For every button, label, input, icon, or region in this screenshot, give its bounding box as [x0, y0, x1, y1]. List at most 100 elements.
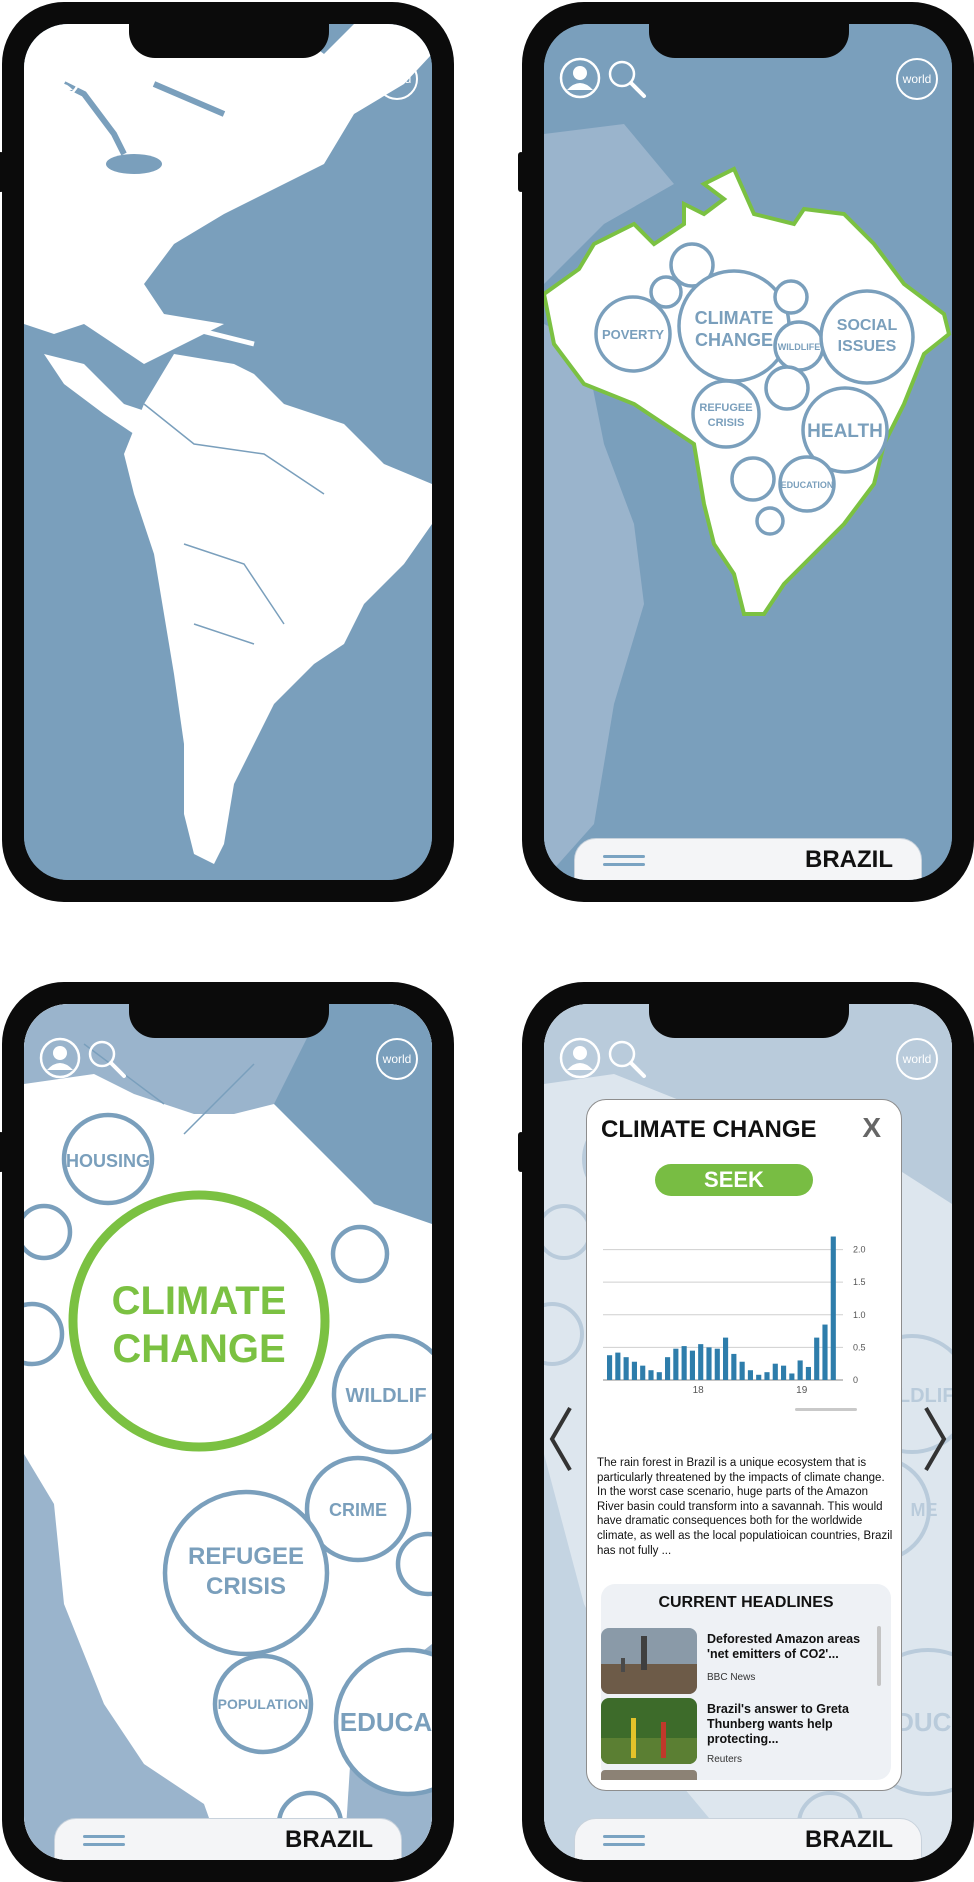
panel-title: CLIMATE CHANGE: [601, 1116, 817, 1143]
chart-bar: [640, 1365, 646, 1380]
topic-crime[interactable]: CRIME: [329, 1500, 387, 1520]
y-tick-label: 1.5: [853, 1277, 866, 1287]
brazil-map[interactable]: POVERTY CLIMATE CHANGE WILDLIFE SOCIAL I…: [544, 24, 952, 880]
notch: [129, 24, 329, 58]
y-tick-label: 2.0: [853, 1245, 866, 1255]
previous-arrow-icon[interactable]: [546, 1404, 576, 1474]
headline-source: Reuters: [707, 1754, 743, 1765]
trend-chart: 0 0.5 1.0 1.5 2.0 18 19: [603, 1236, 866, 1411]
notch: [649, 1004, 849, 1038]
bottom-drawer[interactable]: BRAZIL: [54, 1818, 402, 1860]
next-arrow-icon[interactable]: [920, 1404, 950, 1474]
chart-bar: [789, 1373, 795, 1380]
search-icon[interactable]: [84, 1036, 130, 1082]
chart-bar: [689, 1350, 695, 1380]
headlines-title: CURRENT HEADLINES: [658, 1594, 834, 1611]
topic-climate[interactable]: CLIMATE: [112, 1279, 287, 1323]
headline-title: Deforested Amazon areas 'net emitters of…: [707, 1632, 861, 1661]
chart-bar: [756, 1374, 762, 1380]
world-button[interactable]: world: [896, 58, 938, 100]
topic-wildlife[interactable]: WILDLIFE: [778, 342, 821, 352]
bg-label-crime: ME: [911, 1500, 938, 1520]
topic-crisis[interactable]: CRISIS: [206, 1573, 286, 1600]
topic-poverty[interactable]: POVERTY: [602, 327, 664, 342]
chart-bar: [764, 1372, 770, 1380]
phone-brazil: POVERTY CLIMATE CHANGE WILDLIFE SOCIAL I…: [518, 2, 974, 902]
brazil-map-screen[interactable]: POVERTY CLIMATE CHANGE WILDLIFE SOCIAL I…: [544, 24, 952, 880]
y-tick-label: 0: [853, 1375, 858, 1385]
world-button[interactable]: world: [376, 1038, 418, 1080]
topic-climate[interactable]: CLIMATE: [695, 308, 774, 328]
headline-thumbnail: [601, 1770, 697, 1780]
topic-change[interactable]: CHANGE: [695, 330, 773, 350]
headlines-section: CURRENT HEADLINES Deforested Amazon area…: [601, 1584, 891, 1780]
chart-bar: [797, 1360, 803, 1380]
topic-refugee[interactable]: REFUGEE: [699, 402, 752, 414]
topic-wildlife[interactable]: WILDLIF: [345, 1385, 426, 1407]
description-text: The rain forest in Brazil is a unique ec…: [597, 1457, 893, 1557]
notch: [129, 1004, 329, 1038]
profile-icon[interactable]: [558, 56, 604, 102]
chart-bar: [747, 1370, 753, 1380]
chart-bar: [665, 1357, 671, 1380]
search-icon[interactable]: [604, 56, 650, 102]
topic-issues[interactable]: ISSUES: [838, 338, 897, 355]
notch: [649, 24, 849, 58]
chart-bar: [723, 1337, 729, 1380]
chart-bar: [781, 1365, 787, 1380]
menu-icon[interactable]: [83, 1835, 125, 1851]
profile-icon[interactable]: [38, 1036, 84, 1082]
close-icon[interactable]: X: [862, 1112, 881, 1143]
country-name: BRAZIL: [285, 1826, 373, 1853]
chart-bar: [673, 1348, 679, 1380]
headline-thumbnail: [601, 1698, 697, 1764]
y-tick-label: 0.5: [853, 1342, 866, 1352]
chart-bar: [814, 1337, 820, 1380]
topic-detail-panel: CLIMATE CHANGE X SEEK 0 0.5 1.0 1.5 2.0 18 19…: [586, 1099, 902, 1791]
x-tick-label: 18: [693, 1385, 705, 1396]
bottom-drawer[interactable]: BRAZIL: [574, 838, 922, 880]
phone-topics-zoom: HOUSING CLIMATE CHANGE WILDLIF CRIME REF…: [0, 982, 454, 1882]
profile-icon[interactable]: [38, 56, 84, 102]
topic-crisis[interactable]: CRISIS: [708, 417, 745, 429]
topic-housing[interactable]: HOUSING: [66, 1151, 150, 1171]
topic-population[interactable]: POPULATION: [218, 1696, 309, 1712]
chart-bar: [648, 1370, 654, 1380]
phone-detail: WILDLIF ME EDUCA world CLIMATE CHANGE X …: [518, 982, 974, 1882]
chart-bar: [681, 1346, 687, 1380]
chart-bar: [607, 1355, 613, 1380]
topic-change[interactable]: CHANGE: [112, 1327, 285, 1371]
topics-zoom-screen[interactable]: HOUSING CLIMATE CHANGE WILDLIF CRIME REF…: [24, 1004, 432, 1860]
topic-bubbles[interactable]: HOUSING CLIMATE CHANGE WILDLIF CRIME REF…: [24, 1004, 432, 1860]
world-button[interactable]: world: [376, 58, 418, 100]
profile-icon[interactable]: [558, 1036, 604, 1082]
topic-education[interactable]: EDUCA: [340, 1707, 432, 1737]
topic-social[interactable]: SOCIAL: [837, 317, 898, 334]
topic-health[interactable]: HEALTH: [807, 421, 883, 442]
headline-item[interactable]: Deforested Amazon areas 'net emitters of…: [601, 1628, 891, 1700]
menu-icon[interactable]: [603, 1835, 645, 1851]
chart-scroll-indicator[interactable]: [795, 1408, 857, 1411]
headlines-scrollbar[interactable]: [877, 1626, 881, 1686]
menu-icon[interactable]: [603, 855, 645, 871]
americas-map-screen[interactable]: world: [24, 24, 432, 880]
topic-education[interactable]: EDUCATION: [781, 480, 834, 490]
world-button[interactable]: world: [896, 1038, 938, 1080]
headline-item[interactable]: Brazil's answer to Greta Thunberg wants …: [601, 1698, 891, 1770]
americas-map[interactable]: [24, 24, 432, 880]
bottom-drawer[interactable]: BRAZIL: [574, 1818, 922, 1860]
chart-bar: [615, 1352, 621, 1380]
country-name: BRAZIL: [805, 846, 893, 873]
detail-screen[interactable]: WILDLIF ME EDUCA world CLIMATE CHANGE X …: [544, 1004, 952, 1860]
chart-bar: [698, 1344, 704, 1380]
topic-refugee[interactable]: REFUGEE: [188, 1543, 304, 1570]
chart-bar: [623, 1357, 629, 1380]
search-icon[interactable]: [84, 56, 130, 102]
search-icon[interactable]: [604, 1036, 650, 1082]
seek-button[interactable]: SEEK: [655, 1164, 813, 1196]
chart-bar: [706, 1347, 712, 1380]
chart-bar: [739, 1361, 745, 1380]
chart-bar: [656, 1372, 662, 1380]
chart-bar: [731, 1353, 737, 1380]
top-icons: [558, 1036, 650, 1082]
